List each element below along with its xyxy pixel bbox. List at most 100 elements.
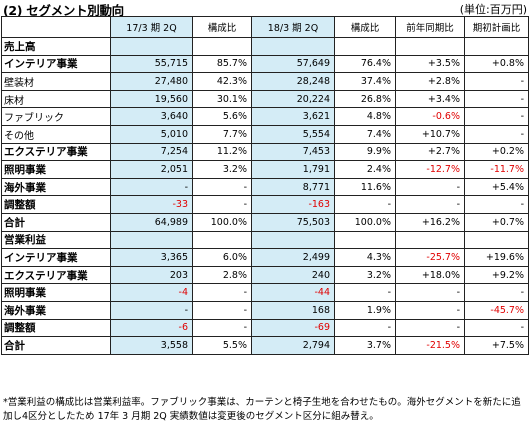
table-cell: 4.8% xyxy=(334,107,396,126)
table-cell: 5,554 xyxy=(251,124,335,144)
table-cell: -44 xyxy=(251,283,335,302)
table-cell: 26.8% xyxy=(334,89,396,109)
table-cell: 5.6% xyxy=(192,107,252,126)
row-label: 海外事業 xyxy=(1,177,111,197)
table-cell: -6 xyxy=(110,318,193,338)
table-cell xyxy=(464,230,529,249)
table-cell: 5.5% xyxy=(192,336,252,355)
table-cell xyxy=(251,230,335,249)
table-cell: +9.2% xyxy=(464,265,529,285)
table-cell: 75,503 xyxy=(251,212,335,232)
table-cell: -69 xyxy=(251,318,335,338)
row-label: インテリア事業 xyxy=(1,248,111,267)
table-cell: -33 xyxy=(110,195,193,214)
table-cell: - xyxy=(464,318,529,338)
table-cell: 11.6% xyxy=(334,177,396,197)
table-row: ファブリック 3,640 5.6% 3,621 4.8% -0.6% - xyxy=(1,107,529,126)
table-cell: 64,989 xyxy=(110,212,193,232)
row-label: 海外事業 xyxy=(1,300,111,320)
table-cell: 1,791 xyxy=(251,160,335,179)
table-cell: 28,248 xyxy=(251,72,335,91)
table-cell: - xyxy=(395,195,465,214)
table-cell: - xyxy=(395,300,465,320)
table-row: 床材 19,560 30.1% 20,224 26.8% +3.4% - xyxy=(1,89,529,109)
table-cell: - xyxy=(395,318,465,338)
table-cell: - xyxy=(110,177,193,197)
table-cell: 42.3% xyxy=(192,72,252,91)
table-cell: -11.7% xyxy=(464,160,529,179)
table-cell xyxy=(192,37,252,56)
table-row: インテリア事業 55,715 85.7% 57,649 76.4% +3.5% +0.8% xyxy=(1,54,529,74)
table-cell: 2,794 xyxy=(251,336,335,355)
column-header: 前年同期比 xyxy=(395,16,465,38)
table-cell: 76.4% xyxy=(334,54,396,74)
table-cell: +3.5% xyxy=(395,54,465,74)
table-cell: 27,480 xyxy=(110,72,193,91)
table-cell: - xyxy=(334,283,396,302)
table-cell: - xyxy=(192,177,252,197)
table-cell: - xyxy=(192,318,252,338)
table-cell: 3,558 xyxy=(110,336,193,355)
table-cell: 7.7% xyxy=(192,124,252,144)
table-cell: +2.7% xyxy=(395,142,465,162)
table-cell: - xyxy=(192,195,252,214)
table-cell: - xyxy=(192,300,252,320)
row-label: 調整額 xyxy=(1,318,111,338)
table-cell: 2.8% xyxy=(192,265,252,285)
table-cell: - xyxy=(464,195,529,214)
table-row: 照明事業 -4- -44- - - xyxy=(1,283,529,302)
table-cell: -21.5% xyxy=(395,336,465,355)
table-cell: 3,621 xyxy=(251,107,335,126)
row-label: 売上高 xyxy=(1,37,111,56)
table-cell: -45.7% xyxy=(464,300,529,320)
table-body: 売上高 インテリア事業 55,715 85.7% 57,649 76.4% +3.5% +0.… xyxy=(1,37,529,355)
table-cell: - xyxy=(464,107,529,126)
table-cell: 20,224 xyxy=(251,89,335,109)
table-cell: 3,365 xyxy=(110,248,193,267)
table-cell: -25.7% xyxy=(395,248,465,267)
table-cell: 19,560 xyxy=(110,89,193,109)
table-cell: 4.3% xyxy=(334,248,396,267)
column-header: 期初計画比 xyxy=(464,16,529,38)
table-header-row: 17/3 期 2Q 構成比 18/3 期 2Q 構成比 前年同期比 期初計画比 xyxy=(1,16,529,38)
table-cell: 9.9% xyxy=(334,142,396,162)
table-cell: 2.4% xyxy=(334,160,396,179)
table-cell: 57,649 xyxy=(251,54,335,74)
table-cell: - xyxy=(464,89,529,109)
table-cell: 3.2% xyxy=(334,265,396,285)
segment-table: 17/3 期 2Q 構成比 18/3 期 2Q 構成比 前年同期比 期初計画比 売上高 イン… xyxy=(1,16,529,355)
table-cell: - xyxy=(395,283,465,302)
column-header: 18/3 期 2Q xyxy=(251,16,335,38)
table-cell: 2,051 xyxy=(110,160,193,179)
table-cell: - xyxy=(110,300,193,320)
column-header: 17/3 期 2Q xyxy=(110,16,193,38)
table-cell: -0.6% xyxy=(395,107,465,126)
table-cell xyxy=(110,230,193,249)
table-cell: 203 xyxy=(110,265,193,285)
table-row: 合計 64,989 100.0% 75,503 100.0% +16.2% +0.7% xyxy=(1,212,529,232)
table-row: 調整額 -33- -163- - - xyxy=(1,195,529,214)
table-cell: 37.4% xyxy=(334,72,396,91)
table-cell: 3.2% xyxy=(192,160,252,179)
table-row: エクステリア事業 203 2.8% 240 3.2% +18.0% +9.2% xyxy=(1,265,529,285)
table-cell: +7.5% xyxy=(464,336,529,355)
table-cell: 168 xyxy=(251,300,335,320)
table-row: 営業利益 xyxy=(1,230,529,249)
table-cell: +5.4% xyxy=(464,177,529,197)
table-cell: -4 xyxy=(110,283,193,302)
table-cell: 85.7% xyxy=(192,54,252,74)
table-row: エクステリア事業 7,254 11.2% 7,453 9.9% +2.7% +0.2% xyxy=(1,142,529,162)
table-cell xyxy=(334,37,396,56)
table-cell: +3.4% xyxy=(395,89,465,109)
column-header: 構成比 xyxy=(334,16,396,38)
table-cell: 11.2% xyxy=(192,142,252,162)
table-row: その他 5,010 7.7% 5,554 7.4% +10.7% - xyxy=(1,124,529,144)
table-cell: -12.7% xyxy=(395,160,465,179)
table-cell: - xyxy=(334,318,396,338)
row-label: 合計 xyxy=(1,212,111,232)
table-cell: +19.6% xyxy=(464,248,529,267)
table-cell: +10.7% xyxy=(395,124,465,144)
table-cell: 100.0% xyxy=(192,212,252,232)
table-cell: 5,010 xyxy=(110,124,193,144)
table-cell: 3.7% xyxy=(334,336,396,355)
